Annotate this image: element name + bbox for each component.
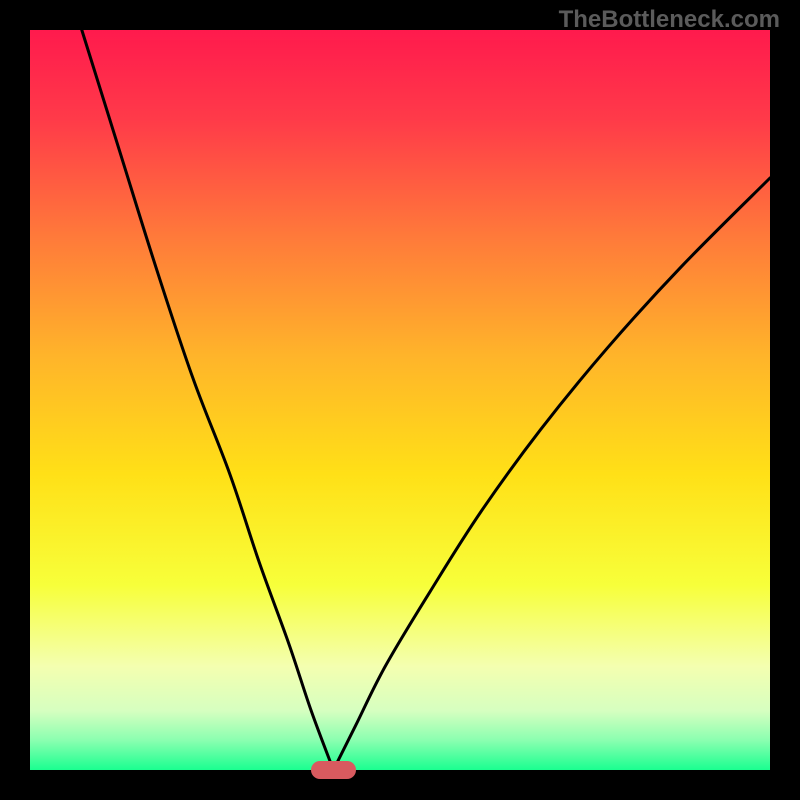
watermark-text: TheBottleneck.com <box>559 6 780 34</box>
plot-area <box>30 30 770 770</box>
bottleneck-curve <box>30 30 770 770</box>
chart-frame: TheBottleneck.com <box>0 0 800 800</box>
optimal-point-marker <box>311 761 355 779</box>
